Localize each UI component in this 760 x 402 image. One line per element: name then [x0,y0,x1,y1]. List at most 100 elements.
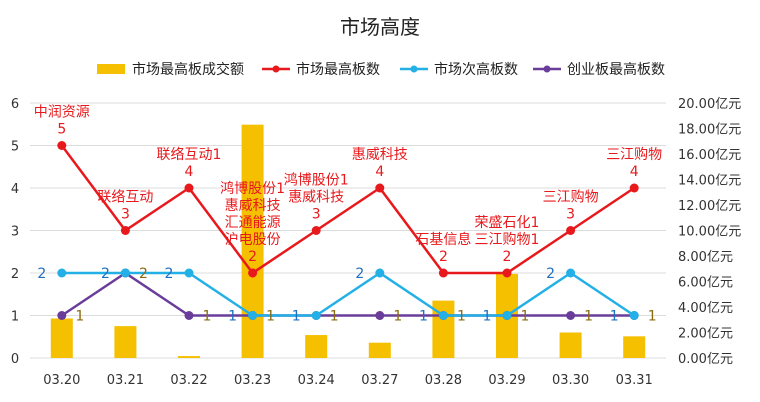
x-tick-label: 03.30 [552,373,589,388]
series-1-stock-label: 联络互动 [97,190,153,206]
series-line-2 [61,271,635,317]
series-3-value-label: 1 [648,309,657,325]
y-left-tick-label: 3 [11,225,19,240]
series-2-value-label: 2 [165,266,174,282]
data-point-2 [629,311,639,320]
series-3-value-label: 1 [521,309,530,325]
y-left-tick-label: 4 [11,182,19,197]
series-3-value-label: 1 [266,309,275,325]
series-2-value-label: 2 [546,266,555,282]
bar [305,335,328,358]
bar [50,318,73,358]
data-point-2 [375,268,385,278]
data-point-3 [375,311,385,320]
legend-marker-2 [410,65,418,73]
series-2-value-label: 2 [37,266,46,282]
x-tick-label: 03.28 [425,373,462,388]
data-point-1 [184,183,194,193]
x-tick-label: 03.20 [43,373,80,388]
y-right-tick-label: 20.00亿元 [678,97,741,112]
legend-label-1: 市场最高板数 [296,61,380,78]
series-1-stock-label: 三江购物1 [475,232,540,248]
series-1-value-label: 2 [503,249,512,265]
series-1-stock-label: 鸿博股份1 [220,180,285,197]
data-point-2 [248,311,258,320]
series-3-value-label: 1 [203,309,212,325]
series-1-stock-label: 汇通能源 [225,215,281,231]
series-1-stock-label: 鸿博股份1 [284,172,349,189]
series-1-stock-label: 惠威科技 [352,147,408,163]
bar [559,332,582,358]
x-tick-label: 03.22 [170,373,207,388]
data-point-1 [248,268,258,278]
y-right-tick-label: 4.00亿元 [678,301,733,316]
bar [114,326,137,358]
series-1-value-label: 4 [375,164,384,180]
series-1-value-label: 3 [121,207,130,223]
y-left-tick-label: 2 [11,267,19,282]
legend: 市场最高板成交额 市场最高板数 市场次高板数 创业板最高板数 [97,61,665,78]
y-right-tick-label: 16.00亿元 [678,148,741,163]
series-2-value-label: 1 [610,309,619,325]
data-point-2 [502,311,512,320]
x-tick-label: 03.23 [234,373,271,388]
series-2-value-label: 1 [483,309,492,325]
x-tick-label: 03.24 [298,373,335,388]
data-point-1 [311,226,321,235]
y-right-tick-label: 0.00亿元 [678,352,733,367]
x-tick-label: 03.27 [361,373,398,388]
bar [368,342,391,358]
y-right-tick-label: 14.00亿元 [678,174,741,189]
series-1-value-label: 5 [57,122,66,138]
series-1-stock-label: 惠威科技 [225,198,281,214]
data-point-3 [566,311,576,320]
plot-area: 0 1 2 3 4 5 6 0.00亿元 2.00亿元 4.00亿元 6.00亿元 8.00亿元 10.… [11,97,741,388]
data-point-3 [57,311,67,320]
data-point-1 [438,268,448,278]
series-1-stock-label: 沪电股份 [225,232,281,248]
series-2-value-label: 1 [419,309,428,325]
y-left-tick-label: 0 [11,352,19,367]
series-2-value-label: 1 [292,309,301,325]
data-point-1 [502,268,512,278]
series-1-stock-label: 荣盛石化1 [475,215,540,231]
series-1-value-label: 3 [566,207,575,223]
series-1-value-label: 3 [312,207,321,223]
series-1-stock-label: 三江购物 [606,147,662,163]
series-1-value-label: 2 [248,249,257,265]
legend-label-3: 创业板最高板数 [567,61,665,78]
series-2-value-label: 2 [355,266,364,282]
x-tick-label: 03.29 [488,373,525,388]
legend-swatch-bar [97,64,125,74]
data-point-1 [120,226,130,235]
data-point-1 [566,226,576,235]
bar [623,336,646,358]
y-right-tick-label: 12.00亿元 [678,199,741,214]
series-line-3 [61,271,635,317]
series-3-value-label: 1 [457,309,466,325]
series-1-value-label: 2 [439,249,448,265]
series-3-value-label: 1 [584,309,593,325]
bar [178,356,200,358]
series-1-stock-label: 惠威科技 [288,190,344,206]
data-point-2 [311,311,321,320]
y-left-tick-label: 6 [11,97,19,112]
y-right-tick-label: 10.00亿元 [678,225,741,240]
series-1-stock-label: 三江购物 [543,190,599,206]
bar [241,124,264,358]
data-point-1 [57,141,67,150]
data-point-1 [629,183,639,193]
legend-marker-1 [272,65,280,73]
legend-marker-3 [543,65,551,73]
series-3-value-label: 1 [330,309,339,325]
y-right-tick-label: 2.00亿元 [678,327,733,342]
series-line-1 [60,144,635,275]
data-point-2 [438,311,448,320]
series-3-value-label: 1 [75,309,84,325]
x-tick-label: 03.21 [107,373,144,388]
y-right-tick-label: 6.00亿元 [678,276,733,291]
legend-label-bar: 市场最高板成交额 [132,61,244,78]
chart-title: 市场高度 [340,15,420,39]
series-1-stock-label: 石基信息 [415,231,471,248]
